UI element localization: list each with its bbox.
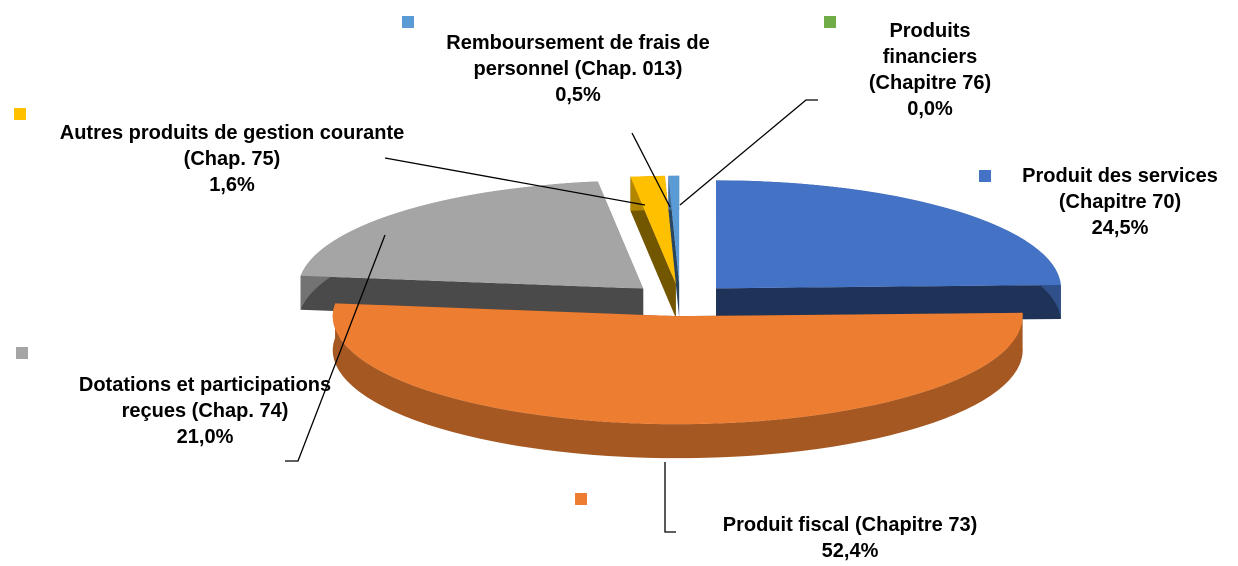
legend-key (402, 16, 414, 28)
data-label: Autres produits de gestion courante (Cha… (42, 120, 422, 198)
label-value: 1,6% (209, 174, 255, 196)
slice-wall (332, 303, 1023, 459)
label-name: Dotations et participations reçues (Chap… (78, 374, 332, 422)
leader-line (384, 157, 646, 206)
legend-key (14, 108, 26, 120)
data-label: Dotations et participations reçues (Chap… (55, 372, 355, 450)
leader-line (631, 132, 671, 208)
data-label: Produit des services (Chapitre 70) 24,5% (1015, 163, 1225, 241)
slice (716, 180, 1061, 289)
label-value: 52,4% (821, 540, 879, 562)
slice (668, 175, 680, 284)
label-name: Autres produits de gestion courante (Cha… (59, 122, 405, 170)
legend-key (979, 170, 991, 182)
slice (332, 303, 1023, 425)
leader-line (679, 99, 818, 206)
data-label: Remboursement de frais de personnel (Cha… (443, 30, 713, 108)
slice-side (630, 176, 676, 318)
data-label: Produit fiscal (Chapitre 73) 52,4% (640, 512, 1060, 564)
label-name: Produit fiscal (Chapitre 73) (722, 514, 978, 536)
legend-key (16, 347, 28, 359)
legend-key (824, 16, 836, 28)
label-value: 0,0% (907, 98, 953, 120)
slice (300, 181, 644, 289)
label-value: 0,5% (555, 84, 601, 106)
label-name: Produits financiers (Chapitre 76) (868, 20, 992, 94)
data-label: Produits financiers (Chapitre 76) 0,0% (840, 18, 1020, 122)
slice-side (668, 175, 680, 318)
slice (630, 175, 676, 284)
label-name: Remboursement de frais de personnel (Cha… (446, 32, 710, 80)
label-value: 24,5% (1091, 217, 1149, 239)
slice-side (716, 284, 1061, 323)
label-value: 21,0% (176, 426, 234, 448)
leader-line (664, 462, 676, 533)
legend-key (575, 493, 587, 505)
label-name: Produit des services (Chapitre 70) (1022, 165, 1218, 213)
leader-line (285, 234, 386, 462)
